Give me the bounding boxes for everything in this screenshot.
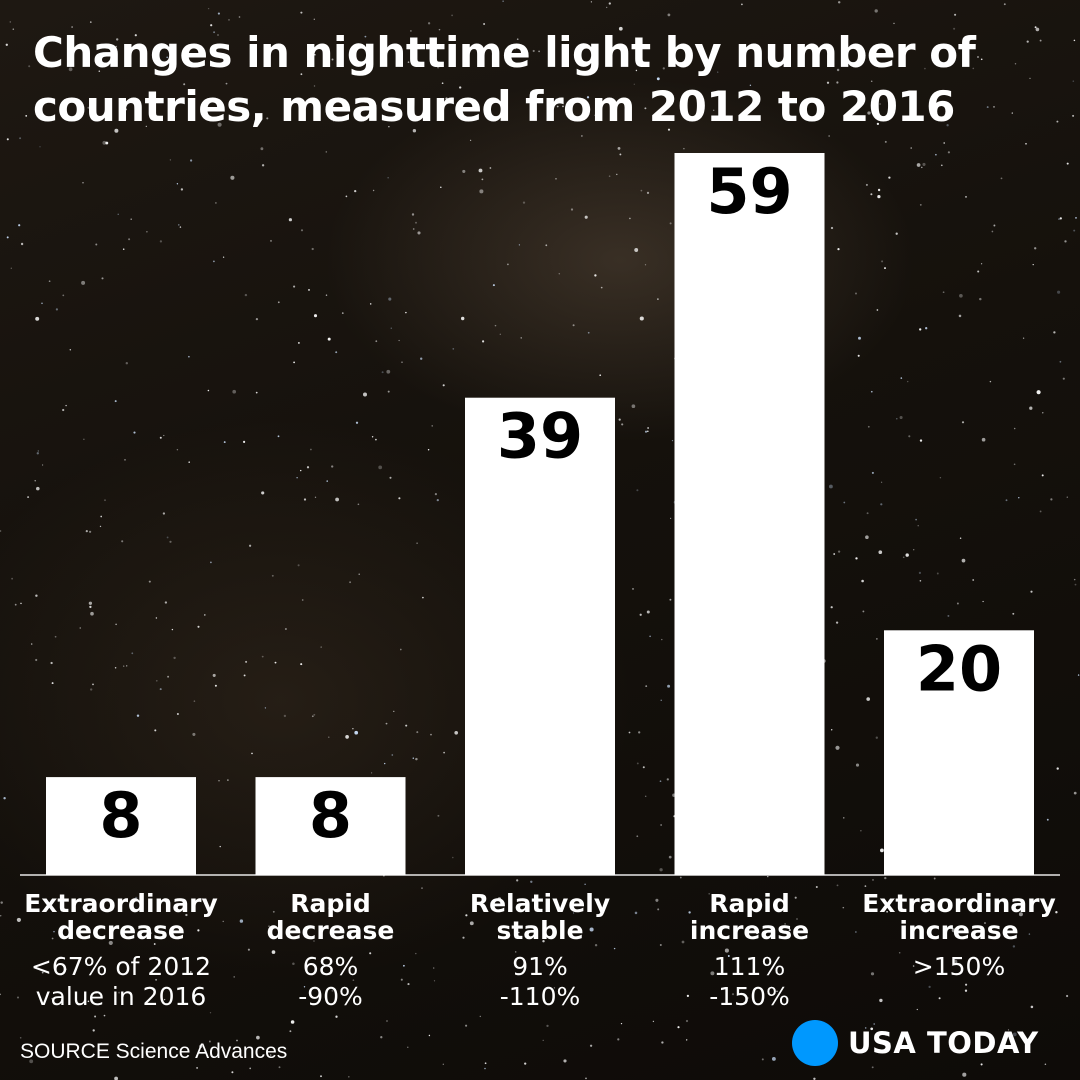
- category-range-line: <67% of 2012: [30, 952, 212, 981]
- category-range-line: 111%: [713, 952, 786, 981]
- category-range-line: 91%: [512, 952, 568, 981]
- category-label-2: Relatively stable: [425, 890, 655, 944]
- bar-0: [46, 777, 196, 875]
- source-credit: SOURCE Science Advances: [20, 1040, 288, 1063]
- bar-value-label-3: 59: [706, 155, 792, 228]
- category-label-1: Rapid decrease: [216, 890, 446, 944]
- bar-1: [255, 777, 406, 875]
- category-label-3: Rapid increase: [635, 890, 865, 944]
- category-label-0: Extraordinary decrease: [6, 890, 236, 944]
- category-range-4: >150%: [844, 952, 1074, 982]
- bars-layer: 8 8 39 59 20: [46, 153, 1034, 875]
- category-label-line: decrease: [266, 916, 395, 945]
- category-range-line: >150%: [912, 952, 1006, 981]
- bar-value-label-2: 39: [497, 400, 583, 473]
- chart-title: Changes in nighttime light by number of …: [33, 28, 976, 131]
- category-label-line: Rapid: [290, 889, 371, 918]
- category-range-3: 111% -150%: [635, 952, 865, 1012]
- category-label-line: decrease: [57, 916, 185, 945]
- brand-logo: USA TODAY: [792, 1020, 1039, 1066]
- category-label-line: increase: [899, 916, 1019, 945]
- category-label-line: stable: [496, 916, 584, 945]
- category-range-line: -110%: [499, 982, 581, 1011]
- brand-name: USA TODAY: [848, 1026, 1039, 1060]
- category-label-line: Rapid: [709, 889, 790, 918]
- bar-value-label-0: 8: [99, 779, 142, 852]
- bar-value-label-4: 20: [916, 632, 1002, 705]
- category-range-0: <67% of 2012 value in 2016: [6, 952, 236, 1012]
- bar-3: [674, 153, 825, 875]
- category-range-line: -150%: [709, 982, 790, 1011]
- category-label-line: increase: [689, 916, 810, 945]
- category-range-1: 68% -90%: [216, 952, 446, 1012]
- category-label-line: Extraordinary: [862, 889, 1056, 918]
- brand-dot-icon: [792, 1020, 838, 1066]
- bar-2: [465, 397, 615, 875]
- bar-4: [884, 630, 1034, 875]
- category-range-line: value in 2016: [35, 982, 207, 1011]
- category-label-line: Relatively: [469, 889, 611, 918]
- category-label-line: Extraordinary: [24, 889, 218, 918]
- category-range-2: 91% -110%: [425, 952, 655, 1012]
- category-range-line: -90%: [298, 982, 363, 1011]
- bar-value-label-1: 8: [309, 779, 352, 852]
- category-label-4: Extraordinary increase: [844, 890, 1074, 944]
- category-range-line: 68%: [302, 952, 359, 981]
